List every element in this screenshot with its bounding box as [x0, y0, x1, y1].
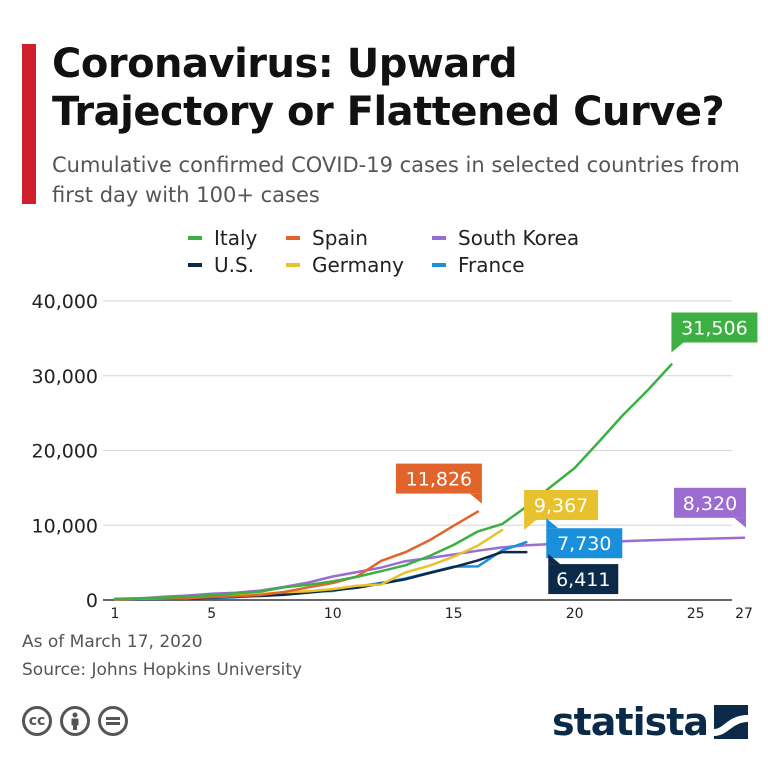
legend-label: Spain [312, 226, 368, 250]
statista-logo-icon [714, 705, 749, 739]
callout-box-germany [524, 489, 599, 520]
data-label-u-s-: 6,411 [556, 569, 610, 591]
attribution-icon[interactable] [60, 706, 90, 736]
y-tick-label: 10,000 [32, 515, 98, 537]
legend-swatch [432, 236, 446, 240]
data-label-germany: 9,367 [534, 495, 588, 517]
legend-swatch [286, 236, 300, 240]
callout-tail-germany [524, 519, 537, 530]
x-tick-label: 10 [324, 606, 342, 622]
series-line-germany [113, 528, 504, 601]
legend-swatch [188, 263, 202, 267]
accent-bar [22, 44, 36, 204]
legend-item-germany: Germany [286, 253, 404, 277]
chart-title: Coronavirus: Upward Trajectory or Flatte… [52, 41, 725, 135]
x-tick-label: 5 [207, 606, 216, 622]
legend-swatch [286, 263, 300, 267]
legend-label: U.S. [214, 253, 255, 277]
x-tick-label: 20 [566, 606, 584, 622]
legend-item-italy: Italy [188, 226, 257, 250]
y-tick-label: 0 [86, 590, 98, 612]
callout-tail-south-korea [734, 517, 746, 528]
series-line-u-s- [113, 550, 528, 601]
legend-label: Germany [312, 253, 404, 277]
x-tick-label: 15 [445, 606, 463, 622]
callout-tail-italy [671, 342, 684, 353]
no-derivatives-icon[interactable] [98, 706, 128, 736]
data-label-south-korea: 8,320 [683, 493, 737, 515]
legend-label: Italy [214, 226, 258, 250]
license-icons: cc [22, 706, 128, 736]
legend: Italy Spain South Korea U.S. Germany France [188, 226, 608, 282]
callout-box-france [546, 528, 623, 559]
as-of-note: As of March 17, 2020 [22, 632, 203, 652]
x-tick-label: 25 [687, 606, 705, 622]
legend-item-spain: Spain [286, 226, 368, 250]
legend-label: France [458, 253, 525, 277]
y-tick-label: 40,000 [32, 291, 98, 313]
series-line-south-korea [113, 536, 746, 601]
callout-box-south-korea [674, 487, 746, 518]
callout-box-u-s- [548, 564, 619, 595]
source-note: Source: Johns Hopkins University [22, 660, 303, 680]
legend-swatch [432, 263, 446, 267]
brand-name: statista [552, 700, 709, 744]
y-tick-label: 30,000 [32, 366, 98, 388]
callout-box-italy [671, 312, 758, 343]
y-tick-label: 20,000 [32, 441, 98, 463]
legend-item-u-s-: U.S. [188, 253, 254, 277]
legend-item-france: France [432, 253, 525, 277]
callout-box-spain [395, 463, 482, 494]
x-tick-label: 1 [111, 606, 120, 622]
data-label-france: 7,730 [557, 533, 611, 555]
x-tick-label: 27 [735, 606, 753, 622]
legend-item-south-korea: South Korea [432, 226, 579, 250]
callout-tail-france [546, 518, 559, 529]
cc-icon[interactable]: cc [22, 706, 52, 736]
callout-tail-spain [469, 493, 482, 504]
statista-brand[interactable]: statista [552, 700, 749, 744]
legend-swatch [188, 236, 202, 240]
chart-subtitle: Cumulative confirmed COVID-19 cases in s… [52, 153, 740, 207]
data-label-italy: 31,506 [681, 317, 747, 339]
callout-tail-u-s- [548, 554, 561, 565]
series-line-italy [113, 363, 673, 601]
data-label-spain: 11,826 [406, 469, 472, 491]
legend-label: South Korea [458, 226, 580, 250]
